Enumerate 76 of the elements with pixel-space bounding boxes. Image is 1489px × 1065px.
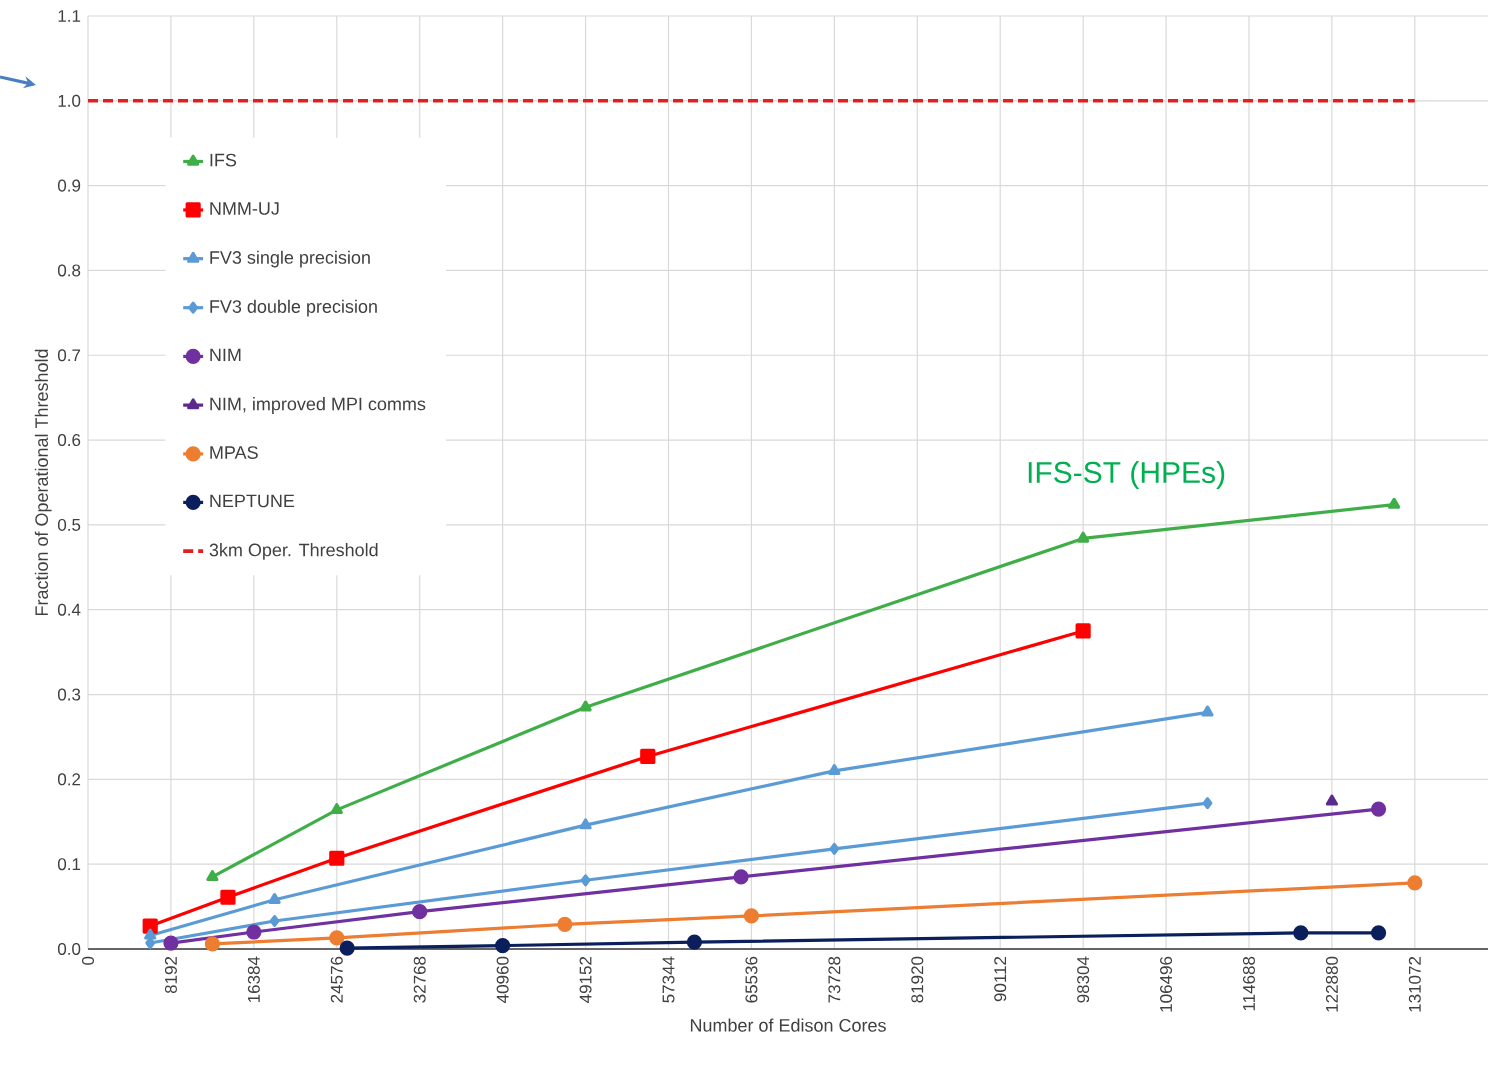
x-tick-label: 16384 [247, 956, 260, 1003]
point [1293, 925, 1309, 941]
y-tick-label: 0.7 [57, 349, 81, 362]
legend-label: NIM, improved MPI comms [210, 397, 426, 414]
legend-label: FV3 single precision [210, 250, 370, 268]
x-tick-label: 73728 [828, 956, 841, 1003]
point [557, 916, 573, 932]
point [1075, 623, 1091, 639]
legend-label: MPAS [210, 446, 258, 459]
point [412, 904, 428, 920]
point [330, 803, 343, 815]
legend-label: NIM [210, 348, 241, 362]
point [163, 935, 179, 951]
point [686, 934, 702, 950]
point [733, 869, 749, 885]
point [246, 924, 262, 940]
x-tick-label: 81920 [911, 956, 924, 1003]
point [268, 893, 281, 904]
legend-label: 3km Oper. Threshold [209, 543, 378, 560]
legend-label: NMM-UJ [210, 202, 279, 215]
x-tick-label: 90112 [994, 956, 1007, 1002]
x-tick-label: 65536 [745, 956, 758, 1003]
x-tick-label: 98304 [1077, 956, 1090, 1003]
point [339, 940, 355, 956]
point [204, 936, 220, 952]
y-tick-label: 0.0 [57, 942, 81, 955]
x-tick-label: 57344 [662, 956, 675, 1003]
x-tick-label: 0 [82, 956, 95, 965]
x-tick-label: 8192 [164, 956, 177, 994]
legend-label: FV3 double precision [210, 299, 377, 317]
x-tick-label: 24576 [330, 956, 343, 1003]
x-tick-label: 106496 [1160, 956, 1173, 1012]
x-tick-label: 32768 [413, 956, 426, 1003]
x-tick-label: 49152 [579, 956, 592, 1003]
x-tick-label: 114688 [1242, 956, 1255, 1011]
y-tick-label: 0.5 [57, 518, 81, 531]
point [1325, 794, 1339, 806]
y-tick-label: 1.0 [58, 94, 81, 107]
y-tick-label: 0.3 [57, 688, 81, 701]
y-tick-label: 0.8 [57, 264, 81, 277]
point [206, 870, 219, 882]
legend-label: NEPTUNE [210, 494, 295, 508]
point [1370, 801, 1387, 817]
point [580, 874, 591, 887]
y-axis-title: Fraction of Operational Threshold [34, 349, 52, 616]
y-tick-label: 0.6 [57, 434, 81, 447]
point [1370, 925, 1387, 941]
point [829, 842, 840, 855]
point [1202, 797, 1213, 810]
point [1388, 497, 1401, 509]
point [329, 850, 345, 866]
y-tick-label: 0.9 [57, 179, 81, 192]
point [579, 700, 592, 712]
point [220, 889, 236, 905]
point [1407, 875, 1423, 891]
point [144, 928, 157, 940]
point [640, 748, 656, 765]
x-axis-title: Number of Edison Cores [690, 1018, 886, 1032]
point [1077, 531, 1090, 543]
point [743, 908, 760, 924]
legend-label: IFS [210, 153, 237, 167]
y-tick-label: 0.4 [57, 603, 81, 616]
point [269, 915, 280, 927]
point [828, 764, 841, 776]
x-tick-label: 40960 [496, 956, 509, 1003]
point [329, 930, 345, 946]
y-tick-label: 1.1 [58, 10, 81, 22]
x-tick-label: 131072 [1408, 956, 1421, 1012]
annotation: IFS-ST (HPEs) [1028, 461, 1225, 489]
point [1201, 705, 1214, 717]
y-tick-label: 0.2 [57, 773, 81, 786]
point [142, 918, 158, 934]
point [495, 937, 511, 954]
x-tick-label: 122880 [1325, 956, 1338, 1012]
y-tick-label: 0.1 [57, 858, 81, 871]
point [579, 818, 592, 830]
